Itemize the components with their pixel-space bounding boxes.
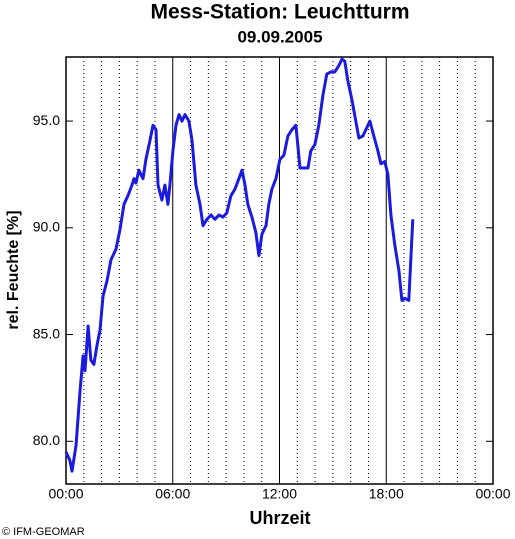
- x-axis-label: Uhrzeit: [249, 508, 310, 528]
- y-tick-label: 90.0: [33, 219, 60, 235]
- y-axis-label: rel. Feuchte [%]: [5, 210, 22, 329]
- x-tick-label: 06:00: [155, 486, 190, 502]
- y-tick-label: 85.0: [33, 325, 60, 341]
- plot-frame: [65, 56, 494, 485]
- x-tick-label: 00:00: [48, 486, 83, 502]
- y-tick-label: 80.0: [33, 432, 60, 448]
- chart-subtitle: 09.09.2005: [237, 27, 322, 46]
- x-tick-label: 12:00: [262, 486, 297, 502]
- data-line: [64, 57, 415, 473]
- footer: © IFM-GEOMAR: [2, 526, 85, 538]
- y-tick-label: 95.0: [33, 112, 60, 128]
- x-tick-label: 00:00: [475, 486, 510, 502]
- x-tick-label: 18:00: [369, 486, 404, 502]
- chart-title: Mess-Station: Leuchtturm: [150, 1, 409, 24]
